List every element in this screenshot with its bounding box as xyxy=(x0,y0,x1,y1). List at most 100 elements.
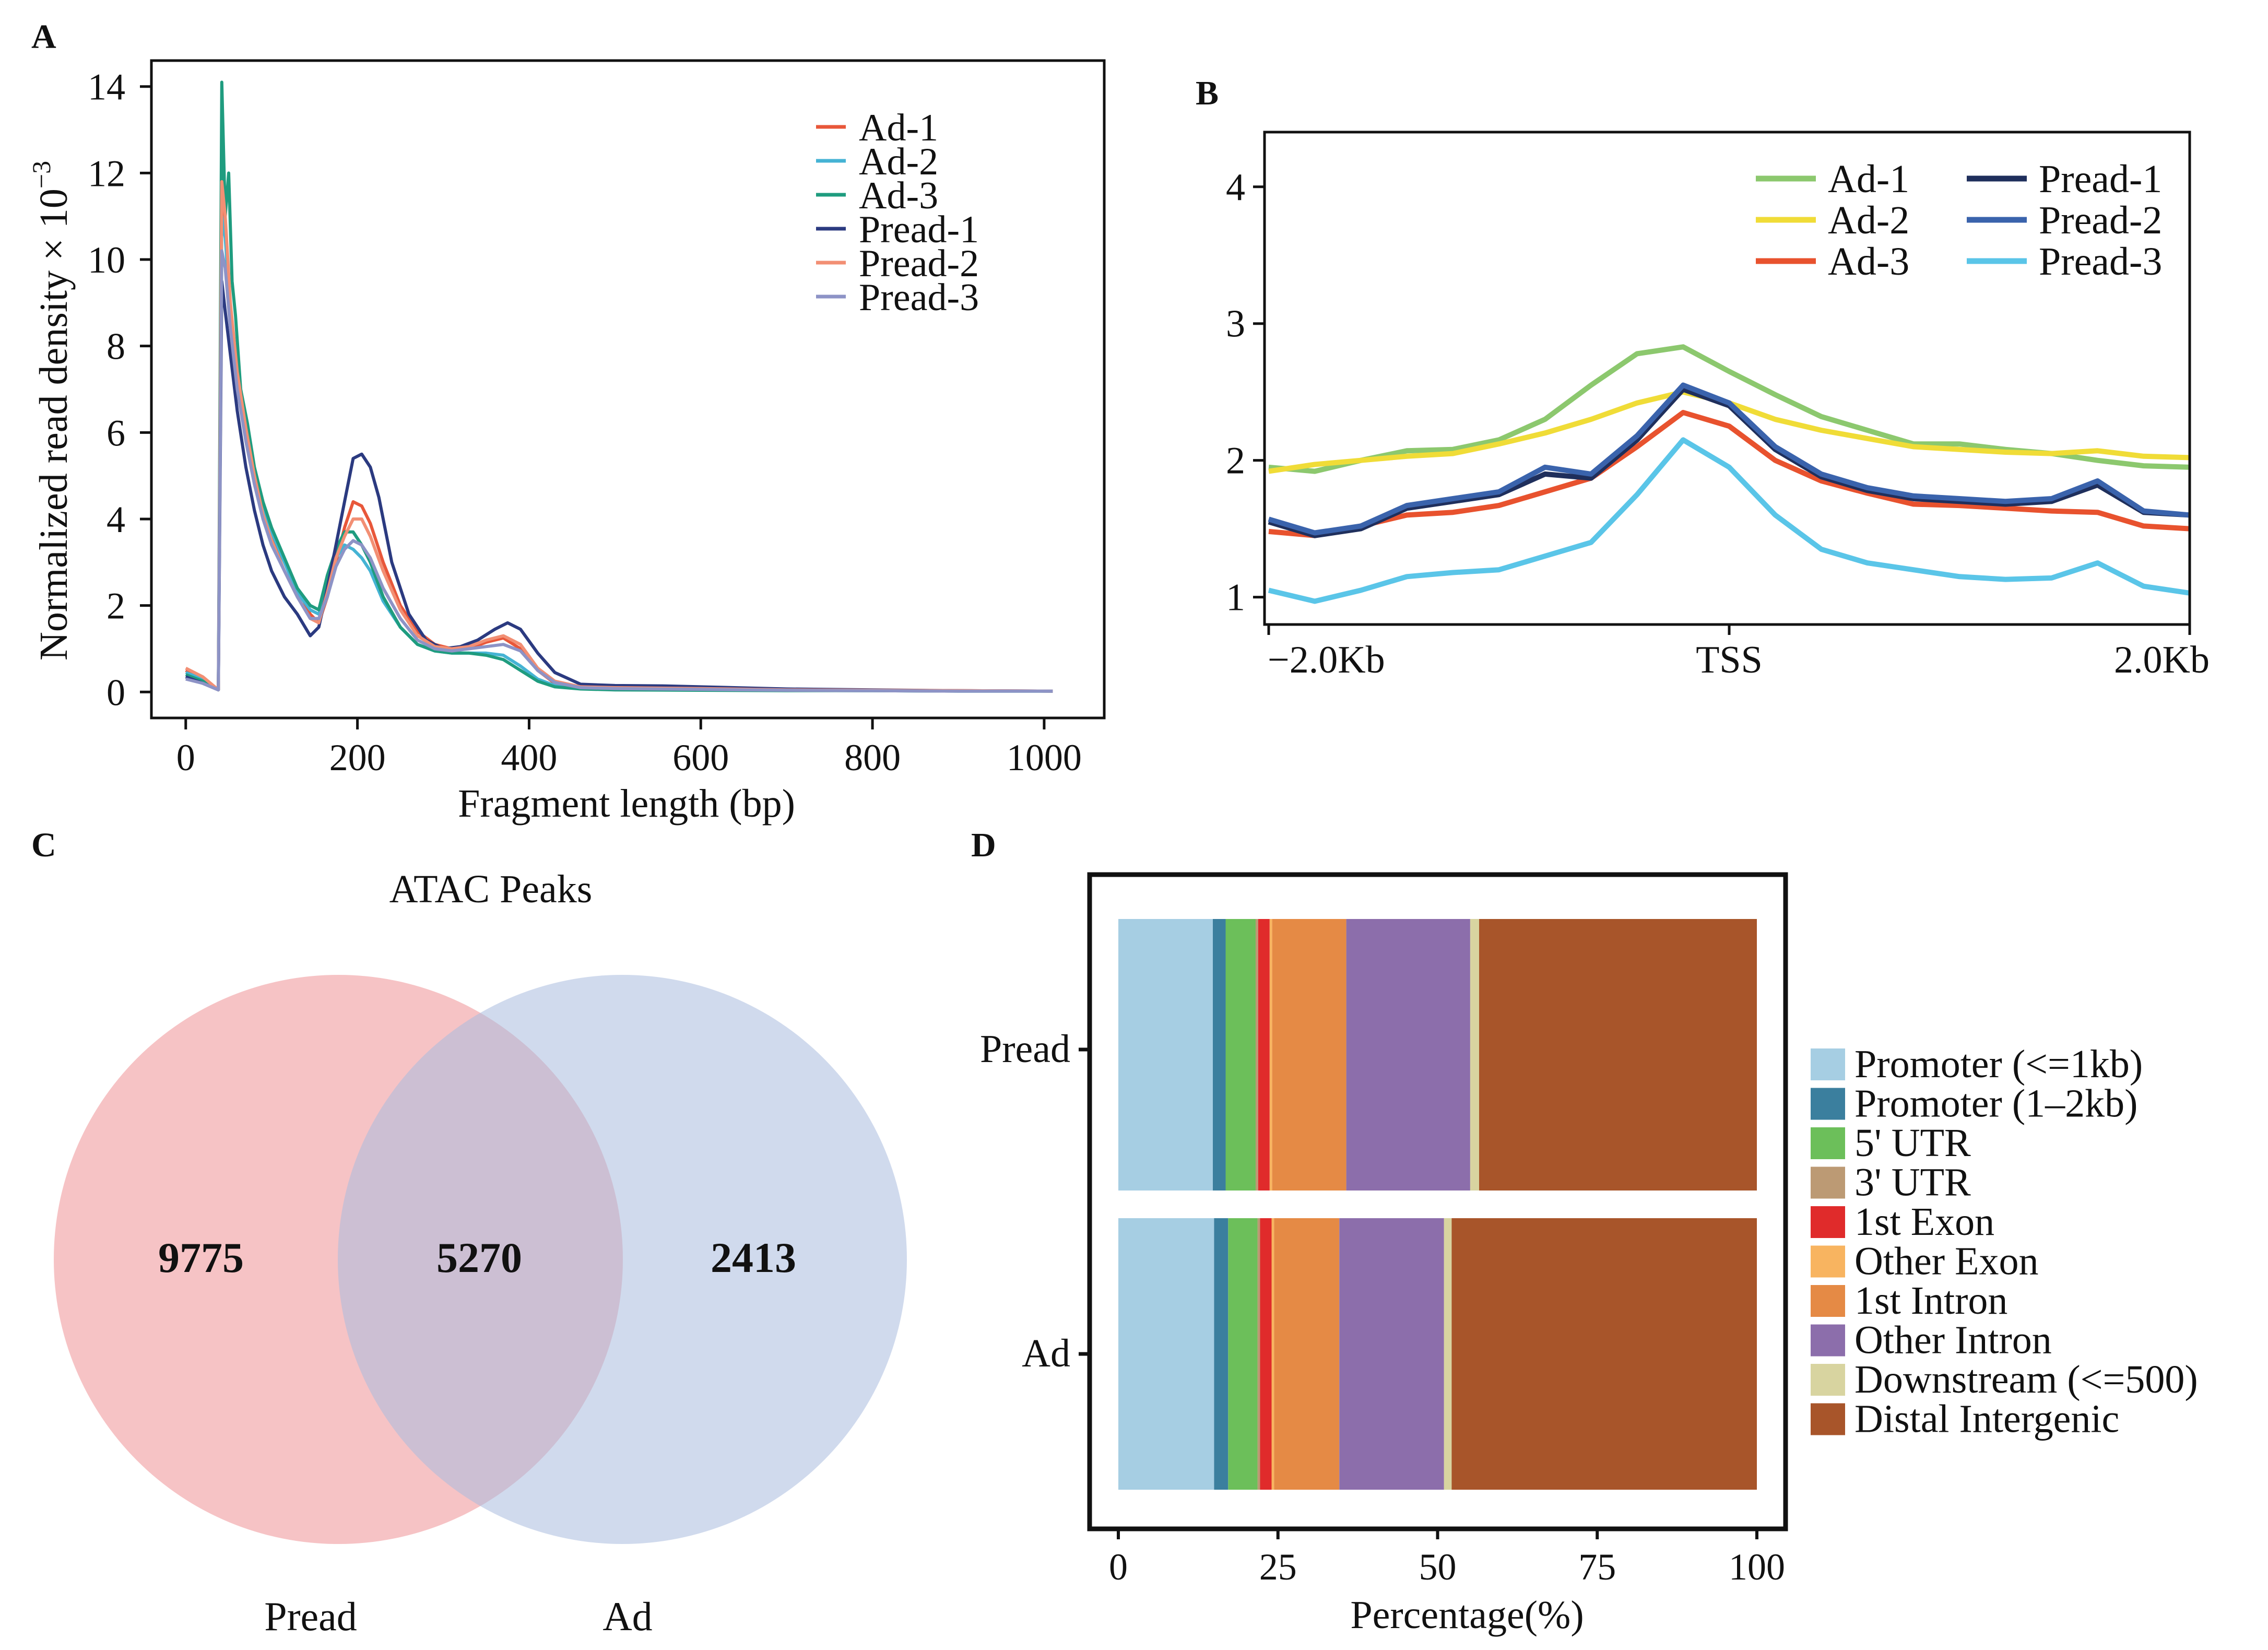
venn-label-pread: Pread xyxy=(264,1594,357,1639)
bar-pread-3-utr xyxy=(1255,919,1258,1191)
bar-pread-1st-intron xyxy=(1272,919,1346,1191)
category-label-ad: Ad xyxy=(1022,1331,1070,1375)
panel-a-x-axis-label: Fragment length (bp) xyxy=(458,782,795,826)
bar-ad-downstream-500 xyxy=(1444,1218,1452,1490)
y-tick-label: 10 xyxy=(88,239,125,281)
bar-ad-1st-exon xyxy=(1260,1218,1272,1490)
bar-ad-promoter-1-2kb xyxy=(1214,1218,1229,1490)
y-tick-label: 4 xyxy=(107,499,125,540)
category-label-pread: Pread xyxy=(980,1027,1070,1071)
legend-label-ad-1: Ad-1 xyxy=(859,107,938,149)
bar-pread-other-exon xyxy=(1269,919,1272,1191)
bar-pread-promoter-1kb xyxy=(1118,919,1213,1191)
y-tick-label: 3 xyxy=(1226,303,1245,346)
bar-ad-other-exon xyxy=(1271,1218,1274,1490)
x-tick-label: 100 xyxy=(1729,1546,1785,1588)
panel-b-axes: 1 2 3 4 −2.0Kb TSS 2.0Kb xyxy=(1226,166,2210,681)
legend-label-pread-2: Pread-2 xyxy=(859,242,979,285)
legend-label-5-utr: 5' UTR xyxy=(1854,1121,1971,1165)
bar-pread-distal-intergenic xyxy=(1479,919,1757,1191)
y-tick-label: 12 xyxy=(88,152,125,194)
bar-pread-1st-exon xyxy=(1258,919,1270,1191)
venn-count-overlap: 5270 xyxy=(436,1234,522,1281)
x-tick-label: −2.0Kb xyxy=(1268,639,1385,681)
bar-ad-3-utr xyxy=(1257,1218,1260,1490)
legend-label-ad-3: Ad-3 xyxy=(1828,240,1909,284)
y-tick-label: 2 xyxy=(107,585,125,627)
x-tick-label: 600 xyxy=(672,737,729,779)
legend-label-pread-1: Pread-1 xyxy=(2039,157,2162,201)
x-tick-label: 1000 xyxy=(1007,737,1082,779)
bar-pread-5-utr xyxy=(1225,919,1256,1191)
legend-label-promoter-1-2kb: Promoter (1–2kb) xyxy=(1854,1082,2137,1126)
venn-count-pread-only: 9775 xyxy=(158,1234,244,1281)
venn-title: ATAC Peaks xyxy=(389,867,593,911)
y-tick-label: 14 xyxy=(88,66,125,108)
legend-swatch-promoter-1kb xyxy=(1811,1048,1845,1080)
panel-d-x-axis-label: Percentage(%) xyxy=(1350,1593,1584,1637)
x-tick-label: TSS xyxy=(1696,639,1763,681)
y-tick-label: 2 xyxy=(1226,440,1245,482)
line-pread-2 xyxy=(1268,382,2190,536)
legend-label-ad-2: Ad-2 xyxy=(1828,198,1909,242)
panel-b: B 1 2 3 4 −2.0Kb TSS 2.0Kb Ad-1Ad-2Ad-3 Pread-1… xyxy=(1196,74,2210,681)
legend-label-pread-3: Pread-3 xyxy=(2039,240,2162,284)
panel-c: C ATAC Peaks 9775 5270 2413 Pread Ad xyxy=(31,826,907,1639)
x-tick-label: 75 xyxy=(1578,1546,1616,1588)
panel-b-frame xyxy=(1263,131,2191,626)
x-tick-label: 800 xyxy=(844,737,901,779)
y-tick-label: 4 xyxy=(1226,166,1245,209)
panel-letter-d: D xyxy=(971,826,996,864)
panel-d-bars xyxy=(1118,919,1757,1490)
bar-ad-distal-intergenic xyxy=(1451,1218,1757,1490)
panel-d: D Pread Ad 0 25 50 75 100 Promoter (<=1kb)Prom… xyxy=(971,826,2198,1637)
legend-swatch-3-utr xyxy=(1811,1166,1845,1199)
bar-ad-5-utr xyxy=(1228,1218,1258,1490)
venn-count-ad-only: 2413 xyxy=(711,1234,796,1281)
y-tick-label: 8 xyxy=(107,326,125,368)
bar-ad-promoter-1kb xyxy=(1118,1218,1214,1490)
x-tick-label: 25 xyxy=(1259,1546,1297,1588)
bar-pread-other-intron xyxy=(1346,919,1470,1191)
panel-a-y-axis-exponent: −3 xyxy=(27,161,56,188)
legend-label-ad-3: Ad-3 xyxy=(859,174,938,217)
legend-label-distal-intergenic: Distal Intergenic xyxy=(1854,1397,2119,1441)
legend-label-1st-exon: 1st Exon xyxy=(1854,1200,1994,1244)
legend-label-3-utr: 3' UTR xyxy=(1854,1161,1971,1205)
line-pread-1 xyxy=(185,279,1053,693)
y-tick-label: 1 xyxy=(1226,576,1245,619)
legend-swatch-other-exon xyxy=(1811,1245,1845,1278)
legend-label-ad-2: Ad-2 xyxy=(859,140,938,183)
venn-diagram: 9775 5270 2413 Pread Ad xyxy=(54,975,907,1639)
legend-label-pread-3: Pread-3 xyxy=(859,276,979,319)
x-tick-label: 50 xyxy=(1419,1546,1457,1588)
x-tick-label: 0 xyxy=(176,737,195,779)
legend-label-pread-2: Pread-2 xyxy=(2039,198,2162,242)
legend-label-1st-intron: 1st Intron xyxy=(1854,1279,2007,1323)
panel-a-y-axis-label-text: Normalized read density × 10 xyxy=(32,188,76,661)
panel-a-frame xyxy=(150,59,1106,720)
venn-label-ad: Ad xyxy=(603,1594,652,1639)
legend-swatch-other-intron xyxy=(1811,1324,1845,1357)
legend-swatch-distal-intergenic xyxy=(1811,1403,1845,1435)
x-tick-label: 400 xyxy=(501,737,557,779)
legend-swatch-5-utr xyxy=(1811,1127,1845,1159)
panel-letter-b: B xyxy=(1196,74,1219,112)
panel-letter-c: C xyxy=(31,826,56,864)
x-tick-label: 2.0Kb xyxy=(2114,639,2210,681)
panel-d-axes: Pread Ad 0 25 50 75 100 xyxy=(980,1027,1785,1588)
legend-label-other-intron: Other Intron xyxy=(1854,1318,2052,1362)
panel-letter-a: A xyxy=(31,18,56,56)
panel-d-legend: Promoter (<=1kb)Promoter (1–2kb)5' UTR3'… xyxy=(1811,1042,2198,1441)
panel-a-y-axis-label: Normalized read density × 10−3 xyxy=(27,161,76,661)
legend-swatch-promoter-1-2kb xyxy=(1811,1088,1845,1120)
legend-label-pread-1: Pread-1 xyxy=(859,208,979,251)
legend-swatch-downstream-500 xyxy=(1811,1364,1845,1396)
x-tick-label: 200 xyxy=(329,737,386,779)
legend-label-other-exon: Other Exon xyxy=(1854,1240,2038,1283)
bar-pread-promoter-1-2kb xyxy=(1213,919,1226,1191)
y-tick-label: 0 xyxy=(107,671,125,713)
panel-a-lines xyxy=(185,80,1053,693)
